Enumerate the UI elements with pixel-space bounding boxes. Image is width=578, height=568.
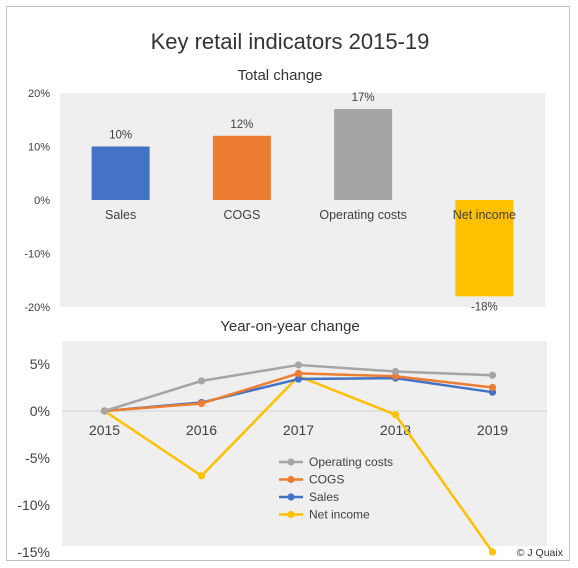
legend-swatch-marker <box>287 475 295 484</box>
series-point <box>294 369 303 377</box>
credit-text: © J Quaix <box>517 547 564 559</box>
bar-chart: 20% 10% 0% -10% -20% Sales 10% COGS 12% Operating… <box>24 88 516 314</box>
legend-swatch-marker <box>287 493 295 501</box>
chart-title: Key retail indicators 2015-19 <box>151 29 430 54</box>
line-y-tick-label: -5% <box>25 450 50 466</box>
bar-y-tick-label: 20% <box>28 88 50 100</box>
line-plot-area <box>62 341 547 546</box>
series-point <box>100 407 109 415</box>
bar-data-label: -18% <box>471 301 498 313</box>
bar-y-tick-label: -10% <box>24 249 50 261</box>
bar-y-tick-label: -20% <box>24 302 50 314</box>
line-y-tick-label: 5% <box>30 356 50 372</box>
bar-data-label: 17% <box>352 92 375 104</box>
bar <box>334 109 393 200</box>
series-point <box>197 472 206 480</box>
line-x-tick-label: 2019 <box>477 422 508 438</box>
line-chart: 5%0%-5%-10%-15%2015 2016 2017 2018 2019 <box>17 356 547 560</box>
legend-swatch-marker <box>287 510 295 519</box>
bar-category-label: Operating costs <box>319 208 407 222</box>
bar-data-label: 10% <box>109 130 132 142</box>
line-y-tick-label: -10% <box>17 497 50 513</box>
line-chart-title: Year-on-year change <box>220 318 360 335</box>
series-point <box>488 548 497 556</box>
series-point <box>294 361 303 369</box>
line-x-tick-label: 2016 <box>186 422 217 438</box>
line-legend: Operating costs COGS Sales Net income <box>279 455 393 522</box>
legend-label: Net income <box>309 508 370 522</box>
bar-chart-title: Total change <box>237 67 322 84</box>
legend-swatch-marker <box>287 458 295 466</box>
bar-category-label: Sales <box>105 208 136 222</box>
bar <box>455 200 514 297</box>
line-y-tick-label: -15% <box>17 544 50 560</box>
series-point <box>197 399 206 408</box>
legend-label: Operating costs <box>309 455 393 469</box>
figure-svg: Key retail indicators 2015-19 Total chan… <box>17 29 564 560</box>
series-point <box>197 377 206 385</box>
line-x-tick-label: 2017 <box>283 422 314 438</box>
bar-category-label: Net income <box>453 208 516 222</box>
legend-label: Sales <box>309 490 339 504</box>
series-point <box>488 371 497 379</box>
bar-data-label: 12% <box>230 119 253 131</box>
series-point <box>488 383 497 392</box>
series-point <box>391 411 400 419</box>
bar-y-tick-label: 0% <box>34 195 50 207</box>
chart-frame: Key retail indicators 2015-19 Total chan… <box>6 6 570 561</box>
bar-category-label: COGS <box>223 208 260 222</box>
line-y-tick-label: 0% <box>30 403 50 419</box>
legend-label: COGS <box>309 473 344 487</box>
line-x-tick-label: 2015 <box>89 422 120 438</box>
bar-y-tick-label: 10% <box>28 142 50 154</box>
series-point <box>294 375 303 383</box>
series-point <box>391 367 400 376</box>
bar <box>212 135 271 200</box>
bar <box>91 146 150 200</box>
